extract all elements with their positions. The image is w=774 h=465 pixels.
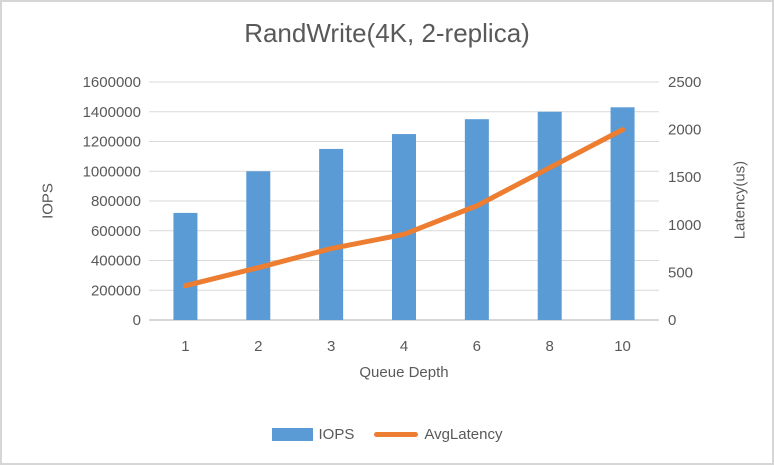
x-tick-label: 4 <box>400 338 408 355</box>
iops-bar <box>246 171 271 320</box>
x-tick-label: 1 <box>181 338 189 355</box>
x-tick-label: 2 <box>254 338 262 355</box>
y-right-tick-label: 0 <box>668 312 676 329</box>
legend: IOPS AvgLatency <box>2 422 772 446</box>
y-left-tick-label: 600000 <box>91 223 141 240</box>
y-left-tick-label: 1600000 <box>83 74 141 91</box>
y-right-tick-label: 1000 <box>668 217 701 234</box>
x-tick-label: 10 <box>614 338 631 355</box>
iops-bar <box>610 107 635 320</box>
y-left-tick-label: 800000 <box>91 193 141 210</box>
y-left-tick-label: 0 <box>133 312 141 329</box>
legend-item-iops: IOPS <box>271 425 355 443</box>
y-right-tick-label: 500 <box>668 264 693 281</box>
y-right-tick-label: 1500 <box>668 169 701 186</box>
y-right-tick-label: 2000 <box>668 122 701 139</box>
x-tick-label: 6 <box>473 338 481 355</box>
legend-label-iops: IOPS <box>318 425 355 443</box>
x-axis-title: Queue Depth <box>359 364 449 381</box>
iops-swatch-icon <box>271 427 313 441</box>
y-left-tick-label: 1200000 <box>83 134 141 151</box>
x-tick-label: 8 <box>546 338 554 355</box>
legend-label-avglatency: AvgLatency <box>424 425 503 443</box>
y-left-tick-label: 1000000 <box>83 163 141 180</box>
avglatency-swatch-icon <box>374 431 419 437</box>
iops-bar <box>464 119 489 320</box>
y-left-tick-label: 200000 <box>91 282 141 299</box>
avglatency-line <box>182 127 626 289</box>
iops-bar <box>173 212 198 320</box>
x-tick-label: 3 <box>327 338 335 355</box>
chart-title: RandWrite(4K, 2-replica) <box>244 18 530 48</box>
legend-item-avglatency: AvgLatency <box>374 426 502 443</box>
iops-bar <box>392 134 416 320</box>
y-left-tick-label: 400000 <box>91 253 141 270</box>
y-right-tick-label: 2500 <box>668 74 701 91</box>
iops-bar <box>319 148 344 320</box>
iops-bar <box>537 111 562 320</box>
y-left-tick-label: 1400000 <box>83 104 141 121</box>
